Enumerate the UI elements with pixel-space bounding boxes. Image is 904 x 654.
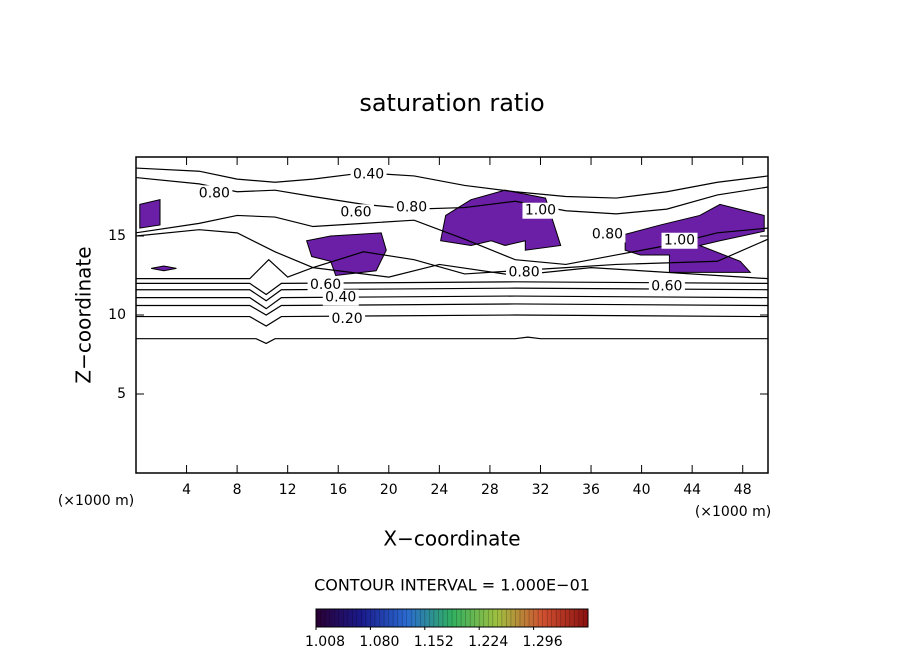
x-tick-label: 20	[380, 482, 398, 498]
contour-label: 0.80	[508, 264, 539, 280]
x-tick-label: 24	[430, 482, 448, 498]
contour-label: 0.40	[353, 166, 384, 182]
y-tick-label: 10	[108, 307, 126, 323]
contour-line	[135, 167, 769, 199]
contour-line	[136, 303, 769, 316]
contour-label-bg	[522, 202, 559, 219]
x-tick-label: 48	[734, 482, 752, 498]
colorbar-tick-label: 1.152	[414, 634, 454, 650]
supersaturated-region	[139, 199, 161, 229]
contour-line	[136, 281, 769, 296]
x-tick-label: 16	[329, 482, 347, 498]
contour-label: 0.60	[310, 277, 341, 293]
contour-label: 0.80	[396, 200, 427, 216]
contour-label: 0.40	[325, 290, 356, 306]
contour-line	[136, 295, 769, 310]
contour-interval: CONTOUR INTERVAL = 1.000E−01	[314, 576, 590, 595]
contour-label-bg	[322, 289, 359, 306]
contour-label-bg	[648, 278, 685, 295]
x-tick-label: 44	[683, 482, 701, 498]
contour-label-bg	[393, 199, 430, 216]
x-tick-label: 36	[582, 482, 600, 498]
x-tick-label: 8	[233, 482, 242, 498]
contour-label: 0.60	[340, 204, 371, 220]
contour-label-bg	[350, 166, 387, 183]
x-unit-label: (×1000 m)	[695, 504, 771, 520]
contour-label-bg	[661, 232, 698, 249]
x-axis-label: X−coordinate	[383, 527, 520, 551]
colorbar-tick-label: 1.224	[468, 634, 508, 650]
x-tick-label: 40	[633, 482, 651, 498]
colorbar-tick-label: 1.296	[523, 634, 563, 650]
contour-line	[136, 258, 769, 280]
y-tick-label: 5	[117, 386, 126, 402]
contour-line	[136, 287, 769, 302]
y-axis-label: Z−coordinate	[72, 246, 96, 383]
x-tick-label: 32	[532, 482, 550, 498]
contour-label: 0.80	[592, 226, 623, 242]
contour-line	[135, 176, 769, 215]
x-tick-label: 4	[182, 482, 191, 498]
contour-label-bg	[307, 276, 344, 293]
contour-label: 1.00	[525, 203, 556, 219]
colorbar	[315, 608, 589, 628]
contour-line	[136, 314, 769, 327]
x-tick-label: 12	[279, 482, 297, 498]
contour-line	[135, 229, 769, 275]
contour-label-bg	[196, 185, 233, 202]
contour-line	[136, 336, 768, 345]
contour-label: 0.20	[332, 311, 363, 327]
contour-label-bg	[589, 226, 626, 243]
y-tick-label: 15	[108, 228, 126, 244]
contour-label-bg	[329, 310, 366, 327]
contour-label: 1.00	[664, 233, 695, 249]
contour-line	[135, 214, 769, 266]
contour-label: 0.60	[651, 279, 682, 295]
x-tick-label: 28	[481, 482, 499, 498]
contour-label-bg	[337, 204, 374, 221]
supersaturated-region	[151, 265, 177, 272]
colorbar-tick-label: 1.008	[305, 634, 345, 650]
contour-label-bg	[506, 264, 543, 281]
y-unit-label: (×1000 m)	[58, 493, 134, 509]
chart-title: saturation ratio	[359, 89, 544, 117]
supersaturated-region	[305, 232, 387, 277]
contour-label: 0.80	[199, 185, 230, 201]
colorbar-tick-label: 1.080	[359, 634, 399, 650]
supersaturated-region	[440, 189, 562, 251]
